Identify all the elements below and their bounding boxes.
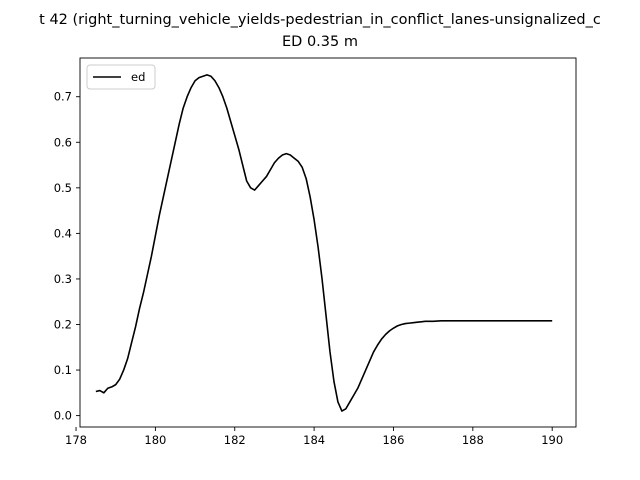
chart-title-line1: t 42 (right_turning_vehicle_yields-pedes… bbox=[39, 12, 601, 28]
y-tick-label: 0.0 bbox=[54, 409, 72, 423]
legend-label-ed: ed bbox=[131, 70, 145, 84]
plot-area bbox=[95, 74, 553, 412]
axes-frame bbox=[79, 57, 577, 428]
x-tick-label: 178 bbox=[65, 433, 87, 447]
axes: 178 180 182 184 186 188 190 0.0 0.1 0.2 0.3 0.4 0.5 0… bbox=[54, 57, 577, 447]
y-tick-label: 0.4 bbox=[54, 226, 72, 240]
y-tick-label: 0.6 bbox=[54, 135, 72, 149]
legend: ed bbox=[86, 64, 156, 90]
y-tick-label: 0.2 bbox=[54, 318, 72, 332]
chart-title-line2: ED 0.35 m bbox=[282, 34, 358, 50]
series-line-ed bbox=[95, 74, 553, 412]
y-tick-label: 0.3 bbox=[54, 272, 72, 286]
x-tick-label: 180 bbox=[144, 433, 166, 447]
x-tick-label: 190 bbox=[541, 433, 563, 447]
x-tick-label: 184 bbox=[303, 433, 325, 447]
y-tick-label: 0.5 bbox=[54, 181, 72, 195]
y-tick-label: 0.7 bbox=[54, 90, 72, 104]
x-tick-label: 188 bbox=[462, 433, 484, 447]
x-tick-label: 182 bbox=[224, 433, 246, 447]
x-tick-label: 186 bbox=[382, 433, 404, 447]
y-tick-label: 0.1 bbox=[54, 363, 72, 377]
